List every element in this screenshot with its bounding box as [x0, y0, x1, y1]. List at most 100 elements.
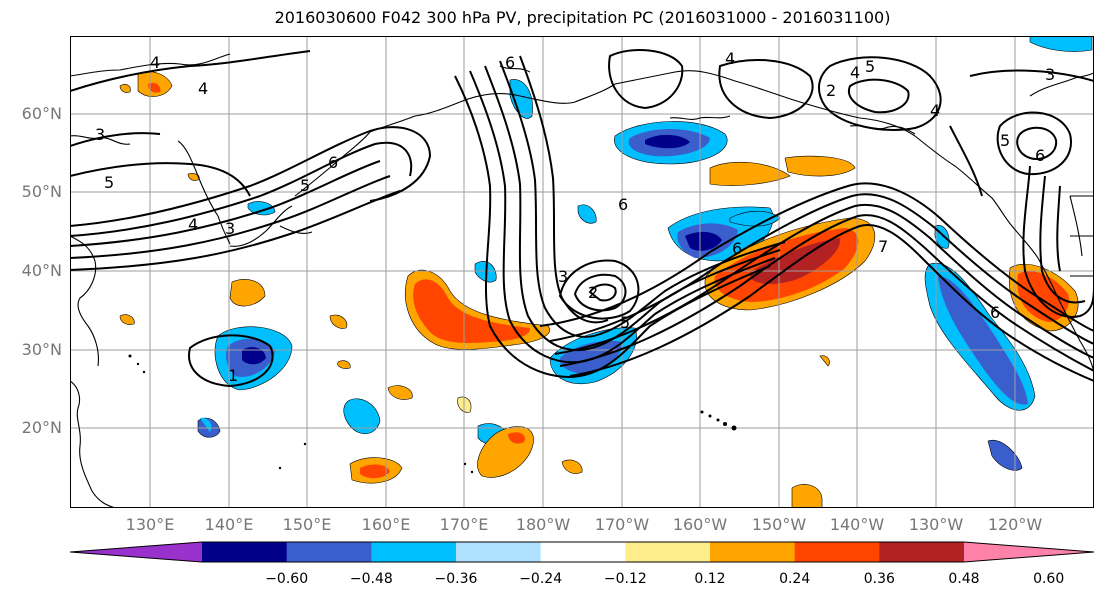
lat-label-20n: 20°N	[21, 418, 62, 437]
precip-positive-gulf-band	[709, 161, 791, 186]
precip-negative-north-6	[247, 201, 276, 216]
contour-label: 3	[1045, 65, 1055, 84]
contour-label: 6	[1035, 146, 1045, 165]
lat-label-30n: 30°N	[21, 340, 62, 359]
colorbar-extend-high	[964, 542, 1094, 562]
precip-positive-small-4	[329, 314, 348, 329]
contour-label: 6	[732, 239, 742, 258]
colorbar-segment	[540, 542, 626, 562]
lat-label-40n: 40°N	[21, 261, 62, 280]
contour-label: 1	[228, 366, 238, 385]
precip-negative-north-7	[729, 210, 781, 227]
precip-positive-small-2	[229, 279, 266, 307]
precip-negative-central-core2	[685, 231, 722, 251]
precip-positive-small-12	[119, 84, 131, 93]
contour-label: 3	[225, 219, 235, 238]
graticule	[70, 36, 1094, 508]
colorbar-tick-label: 0.12	[694, 571, 726, 587]
plot-title: 2016030600 F042 300 hPa PV, precipitatio…	[274, 8, 891, 27]
contour-label: 5	[620, 313, 630, 332]
precip-negative-east-core	[938, 276, 1028, 405]
precip-positive-small-14	[819, 355, 830, 367]
colorbar-tick-label: 0.48	[948, 571, 980, 587]
lat-label-60n: 60°N	[21, 104, 62, 123]
contour-label: 6	[990, 303, 1000, 322]
precip-negative-small-4	[987, 439, 1023, 471]
colorbar-tick-label: −0.24	[519, 571, 563, 587]
contour-label: 2	[588, 283, 598, 302]
lon-label-130w: 130°W	[908, 515, 964, 534]
islands	[128, 354, 737, 474]
colorbar-tick-label: 0.36	[863, 571, 895, 587]
colorbar-segment	[371, 542, 457, 562]
colorbar-segment	[286, 542, 372, 562]
contour-label: 5	[1000, 131, 1010, 150]
colorbar-segment	[879, 542, 965, 562]
precip-positive-small-8-core	[508, 432, 525, 444]
contour-label: 3	[95, 125, 105, 144]
map-frame	[70, 36, 1094, 508]
precip-negative-north-1	[509, 79, 533, 119]
contour-label: 4	[150, 53, 160, 72]
precip-negative-west-core2	[242, 347, 266, 365]
contour-label: 4	[930, 101, 940, 120]
lat-label-50n: 50°N	[21, 182, 62, 201]
contour-labels: 4 4 3 5 6 3 4 5 6 6 4 5 4 3 2 4 5 6 3 2 …	[95, 49, 1055, 385]
contour-label: 6	[328, 153, 338, 172]
contour-label: 5	[865, 57, 875, 76]
precip-positive-small-5	[337, 360, 351, 369]
lon-label-160e: 160°E	[361, 515, 411, 534]
colorbar-segment	[202, 542, 288, 562]
colorbar-extend-low	[70, 542, 202, 562]
colorbar-tick-label: 0.24	[779, 571, 811, 587]
lon-label-140w: 140°W	[829, 515, 885, 534]
colorbar-tick-label: −0.60	[265, 571, 309, 587]
precip-positive-small-1-core	[148, 82, 161, 93]
map-panel: 4 4 3 5 6 3 4 5 6 6 4 5 4 3 2 4 5 6 3 2 …	[70, 36, 1094, 508]
colorbar-segment	[625, 542, 711, 562]
precip-positive-small-13	[187, 173, 200, 181]
contour-label: 3	[558, 267, 568, 286]
colorbar-tick-label: −0.12	[603, 571, 647, 587]
lon-label-160w: 160°W	[672, 515, 728, 534]
colorbar-segment	[794, 542, 880, 562]
map-background	[70, 36, 1094, 508]
pv-contours	[70, 49, 1094, 388]
colorbar	[70, 541, 1095, 563]
precip-negative-small-2	[343, 398, 381, 434]
contour-label: 4	[188, 215, 198, 234]
contour-label: 2	[826, 81, 836, 100]
precip-positive-gulf-band-2	[784, 155, 856, 177]
colorbar-segment	[710, 542, 796, 562]
precip-negative-north-3	[577, 204, 597, 224]
lon-label-150e: 150°E	[282, 515, 332, 534]
precip-positive-small-10	[561, 459, 583, 474]
lon-label-140e: 140°E	[204, 515, 254, 534]
lon-label-180w: 180°W	[515, 515, 571, 534]
lon-label-170w: 170°W	[594, 515, 650, 534]
contour-label: 6	[505, 53, 515, 72]
precip-negative-gulf-alaska-core2	[645, 134, 690, 149]
precip-positive-small-6	[387, 385, 413, 400]
contour-label: 5	[300, 176, 310, 195]
contour-label: 5	[104, 173, 114, 192]
colorbar-tick-label: −0.48	[349, 571, 393, 587]
lon-label-120w: 120°W	[987, 515, 1043, 534]
colorbar-outline	[70, 541, 1095, 563]
lon-label-130e: 130°E	[125, 515, 175, 534]
colorbar-segment	[456, 542, 542, 562]
precip-positive-west-band-strong	[413, 279, 530, 343]
contour-label: 7	[878, 237, 888, 256]
contour-label: 4	[850, 63, 860, 82]
precip-positive-central-band-core	[750, 238, 841, 284]
precip-negative-north-2	[1029, 36, 1093, 52]
lon-label-170e: 170°E	[439, 515, 489, 534]
colorbar-tick-label: 0.60	[1033, 571, 1065, 587]
contour-label: 4	[198, 79, 208, 98]
precip-positive-small-9-core	[360, 464, 390, 479]
colorbar-tick-label: −0.36	[434, 571, 478, 587]
contour-label: 4	[725, 49, 735, 68]
precip-positive-small-3	[119, 314, 135, 325]
contour-label: 6	[618, 195, 628, 214]
lon-label-150w: 150°W	[751, 515, 807, 534]
